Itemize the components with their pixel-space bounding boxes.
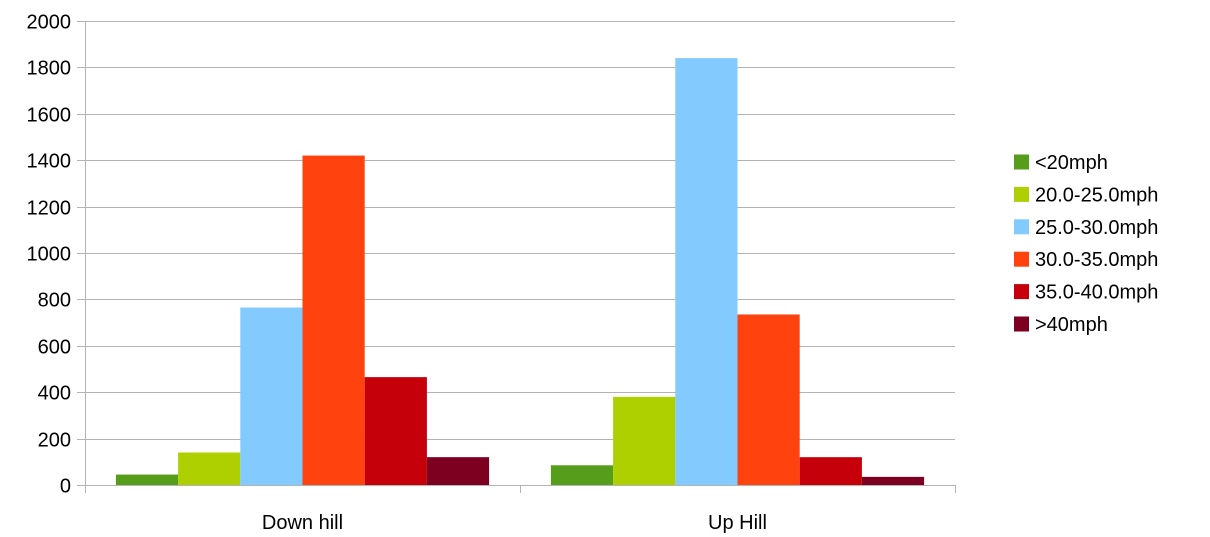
legend-item: <20mph (1014, 152, 1108, 174)
bar-up-hill-series-0 (550, 465, 614, 485)
legend-swatch (1014, 219, 1029, 235)
y-tick-label: 600 (38, 337, 71, 359)
y-tick-label: 1600 (27, 105, 72, 127)
legend-item: 25.0-30.0mph (1014, 217, 1158, 239)
x-category-label: Up Hill (708, 512, 767, 534)
legend-label: 35.0-40.0mph (1035, 282, 1158, 304)
legend-swatch (1014, 316, 1029, 332)
y-tick-label: 1000 (27, 244, 72, 266)
legend-swatch (1014, 154, 1029, 170)
bar-down-hill-series-5 (426, 457, 490, 485)
bar-down-hill-series-0 (115, 474, 179, 485)
legend-label: 25.0-30.0mph (1035, 217, 1158, 239)
axes (77, 21, 956, 493)
x-axis-category-labels: Down hill Up Hill (262, 512, 767, 534)
bar-down-hill-series-4 (364, 377, 427, 485)
legend-swatch (1014, 284, 1029, 300)
legend-label: 20.0-25.0mph (1035, 184, 1158, 206)
y-tick-label: 800 (38, 290, 71, 312)
bar-down-hill-series-1 (178, 452, 241, 485)
legend-item: 35.0-40.0mph (1014, 282, 1158, 304)
y-tick-label: 1200 (27, 198, 72, 220)
legend-label: 30.0-35.0mph (1035, 249, 1158, 271)
y-tick-label: 1800 (27, 58, 72, 80)
bars (115, 58, 925, 486)
bar-up-hill-series-1 (613, 396, 676, 485)
y-tick-label: 1400 (27, 151, 72, 173)
bar-up-hill-series-3 (737, 314, 800, 485)
legend-label: <20mph (1035, 152, 1108, 174)
bar-up-hill-series-4 (799, 457, 862, 485)
legend-swatch (1014, 186, 1029, 202)
legend: <20mph 20.0-25.0mph 25.0-30.0mph 30.0-35.0m… (1014, 152, 1158, 336)
x-category-label: Down hill (262, 512, 343, 534)
bar-up-hill-series-5 (861, 476, 925, 485)
legend-item: 20.0-25.0mph (1014, 184, 1158, 206)
y-tick-label: 400 (38, 383, 71, 405)
y-tick-label: 2000 (27, 12, 72, 34)
bar-down-hill-series-3 (302, 155, 365, 485)
legend-item: 30.0-35.0mph (1014, 249, 1158, 271)
legend-swatch (1014, 251, 1029, 267)
y-tick-label: 200 (38, 430, 71, 452)
grid-lines (85, 21, 955, 486)
legend-label: >40mph (1035, 314, 1108, 336)
bar-up-hill-series-2 (675, 58, 738, 486)
y-tick-label: 0 (60, 476, 71, 498)
y-axis-tick-labels: 0 200 400 600 800 1000 1200 1400 1600 1800 2000 (27, 12, 72, 498)
legend-item: >40mph (1014, 314, 1108, 336)
bar-down-hill-series-2 (240, 307, 303, 485)
